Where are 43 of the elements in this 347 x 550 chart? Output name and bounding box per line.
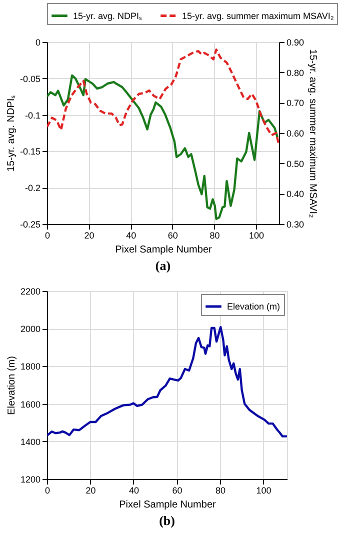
line-series: [47, 326, 287, 438]
x-tick-label: 20: [86, 486, 96, 496]
x-tick-label: 40: [126, 230, 136, 240]
y-tick-label: -0.1: [24, 110, 40, 120]
x-tick-label: 0: [44, 486, 50, 496]
y-tick-label: 2000: [20, 324, 40, 334]
y-tick-label: -0.2: [24, 183, 40, 194]
x-tick-label: 80: [210, 230, 220, 240]
y-tick-label: 0: [35, 38, 40, 48]
x-tick-label: 20: [84, 230, 94, 240]
y2-tick-label: 0.70: [286, 98, 304, 108]
y-tick-label: 1600: [20, 399, 40, 410]
y2-tick-label: 0.90: [286, 38, 304, 48]
x-tick-label: 40: [128, 486, 139, 496]
y2-tick-label: 0.60: [286, 128, 304, 138]
legend-label: 15-yr. avg. summer maximum MSAVI₂: [182, 10, 334, 21]
y2-tick-label: 0.30: [286, 220, 304, 230]
y-tick-label: -0.15: [20, 146, 40, 157]
y-tick-label: 1400: [20, 436, 40, 447]
x-axis-title: Pixel Sample Number: [115, 244, 213, 256]
x-tick-label: 0: [44, 230, 50, 240]
text: (b): [159, 513, 175, 528]
text: (a): [155, 258, 171, 273]
y-axis-title: Elevation (m): [6, 356, 18, 415]
y2-tick-label: 0.50: [286, 158, 304, 169]
x-tick-label: 60: [172, 486, 182, 496]
y-tick-label: -0.25: [20, 220, 40, 230]
y2-tick-label: 0.40: [286, 189, 304, 200]
line-series: [47, 74, 279, 220]
y-tick-label: 1800: [20, 362, 40, 372]
y-axis-title: 15-yr. avg. NDPIₛ: [6, 95, 17, 172]
x-tick-label: 60: [168, 230, 178, 240]
y2-tick-label: 0.80: [286, 68, 304, 78]
y-tick-label: 2200: [20, 286, 40, 296]
legend-label: Elevation (m): [227, 302, 280, 312]
y2-axis-title: 15-yr. avg. summer maximum MSAVI₂: [307, 49, 318, 218]
x-tick-label: 100: [248, 230, 264, 240]
y-tick-label: 1200: [20, 474, 40, 484]
x-tick-label: 100: [256, 486, 272, 496]
x-tick-label: 80: [215, 486, 226, 496]
legend-label: 15-yr. avg. NDPIₛ: [73, 10, 142, 21]
x-axis-title: Pixel Sample Number: [119, 500, 217, 510]
y-tick-label: -0.05: [20, 74, 40, 84]
